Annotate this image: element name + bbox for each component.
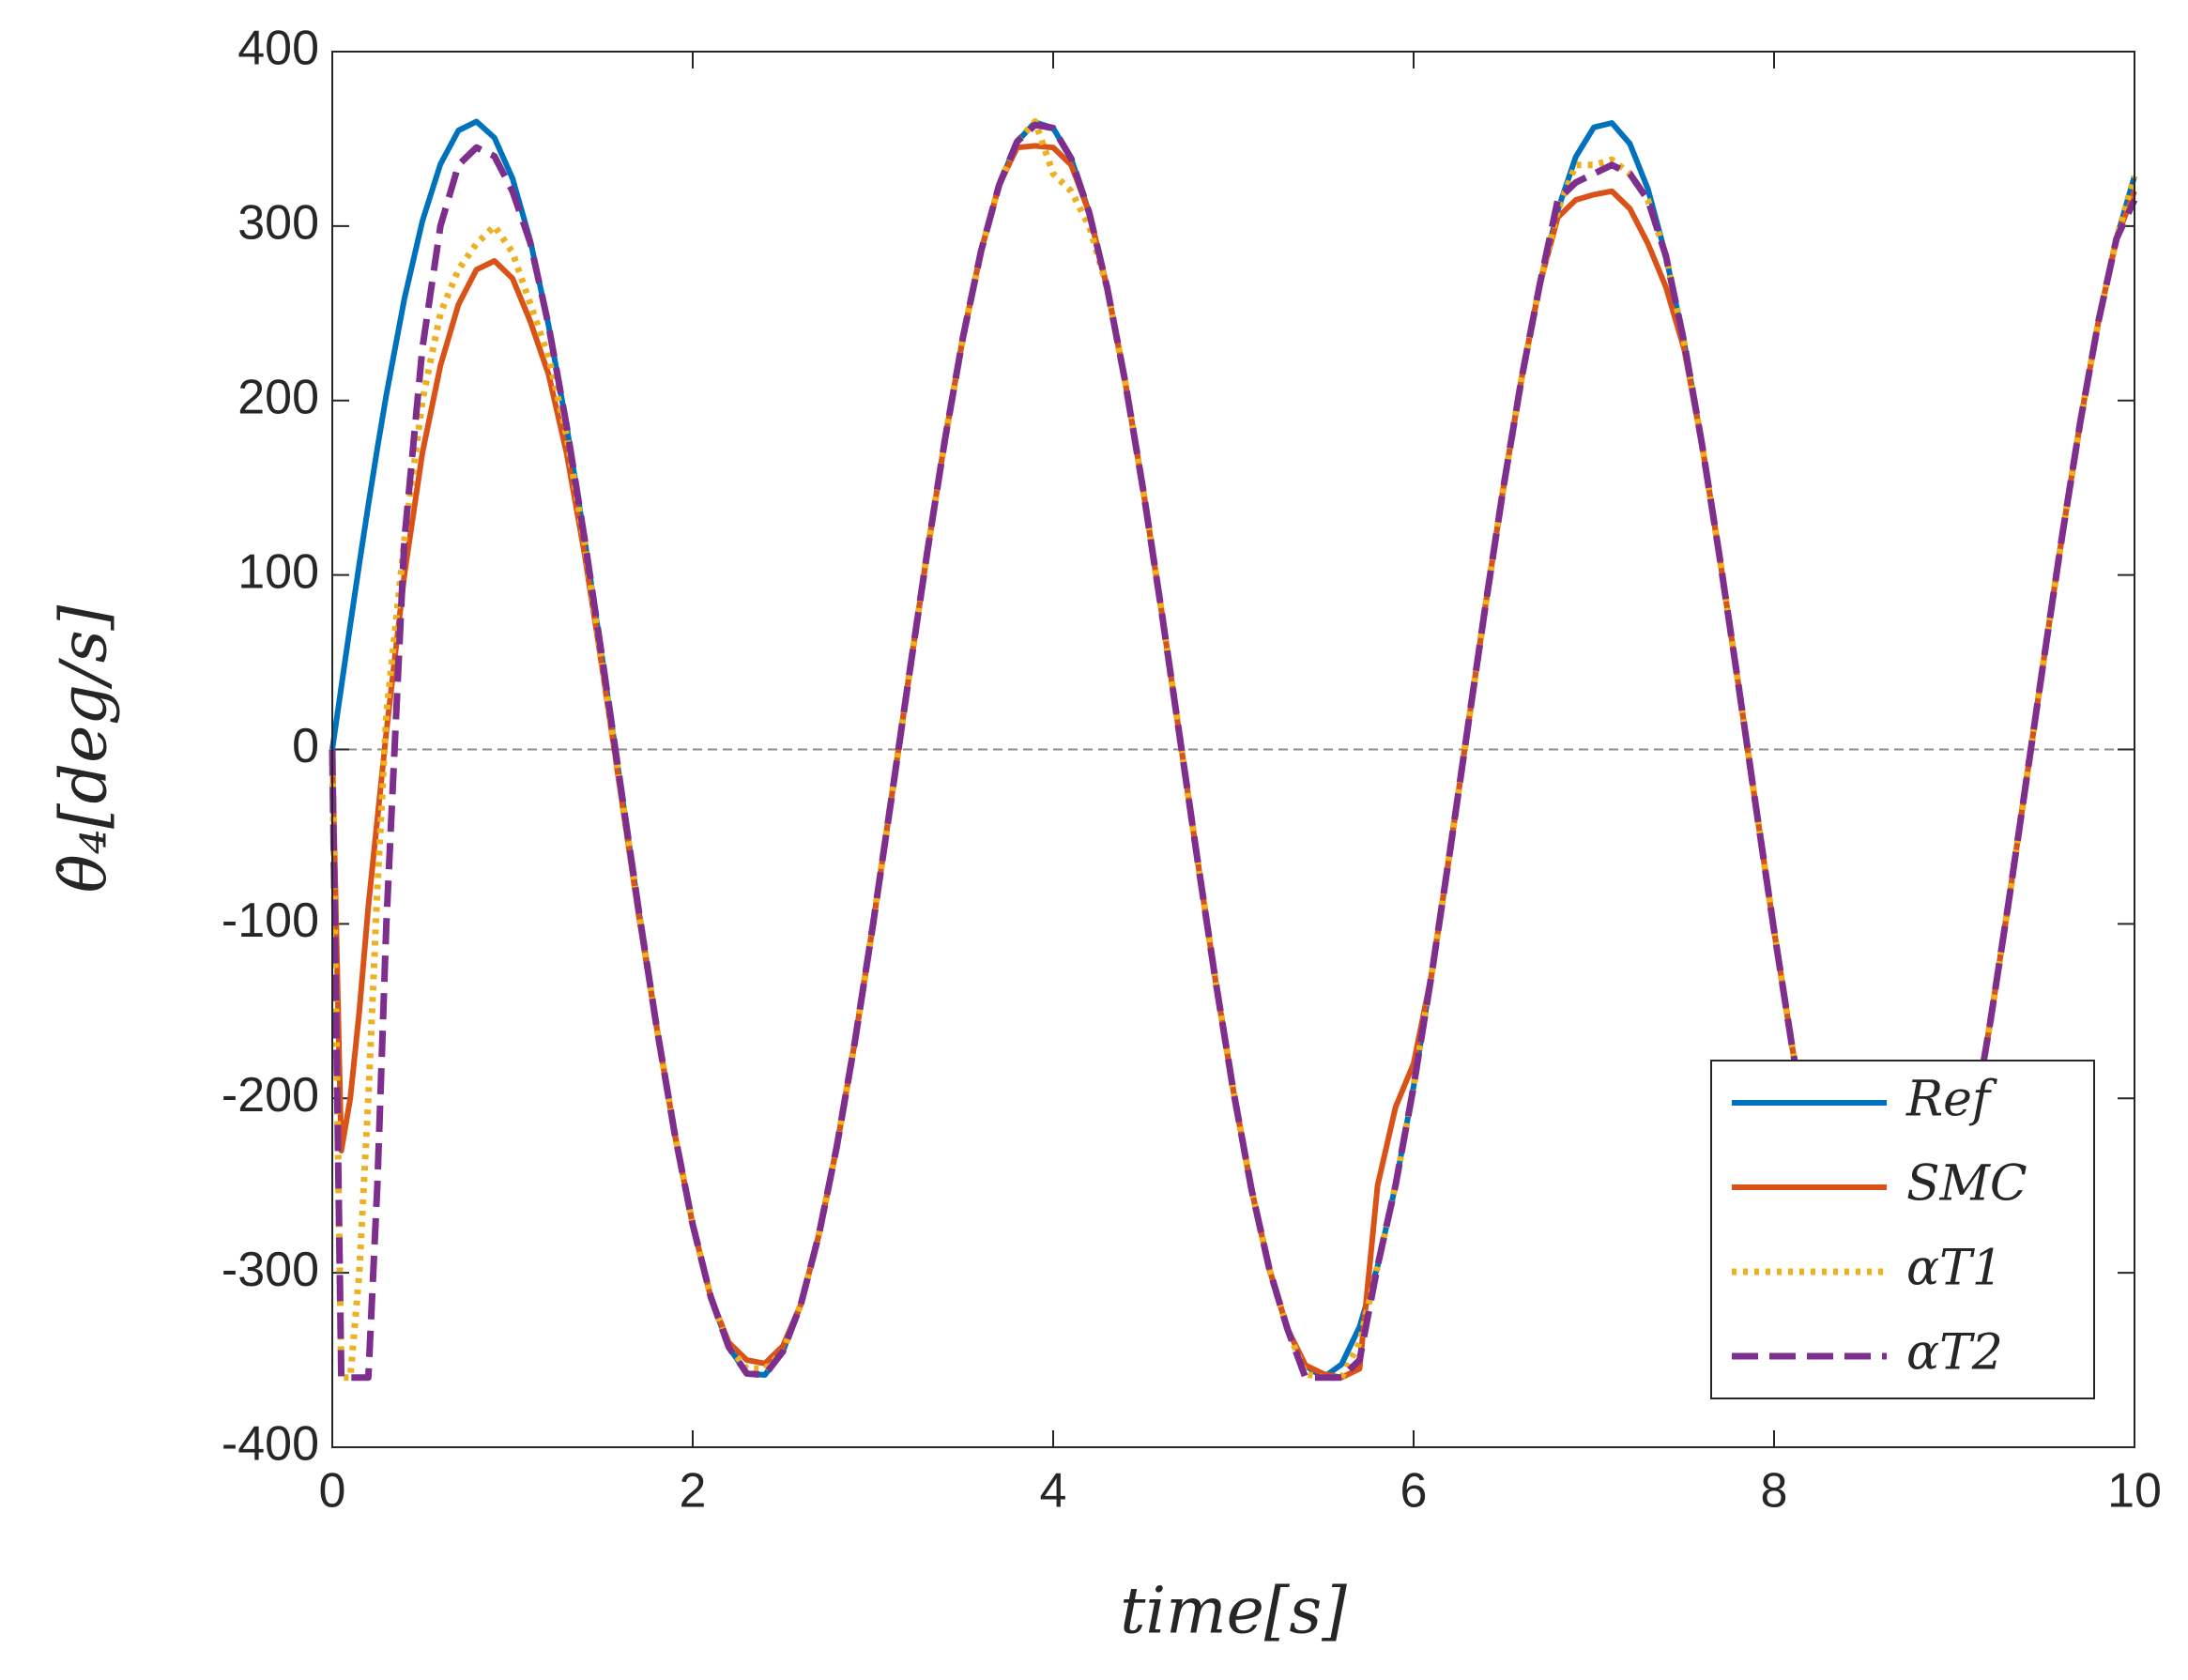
legend-box: [1710, 1060, 2095, 1399]
y-tick-label: -400: [222, 1417, 319, 1472]
x-tick-label: 2: [680, 1464, 707, 1519]
y-tick-label: -200: [222, 1068, 319, 1123]
y-tick-label: -100: [222, 893, 319, 948]
legend-label: Ref: [1905, 1072, 1997, 1128]
legend-label: αT2: [1906, 1325, 2003, 1382]
x-tick-label: 8: [1761, 1464, 1788, 1519]
plot-frame: [331, 51, 2135, 1448]
y-tick-label: 0: [292, 719, 319, 773]
y-tick-label: 200: [237, 370, 319, 424]
y-tick-label: 400: [237, 22, 319, 76]
x-axis-label: time[s]: [1120, 1575, 1347, 1649]
y-tick-label: 100: [237, 544, 319, 599]
x-tick-label: 4: [1040, 1464, 1067, 1519]
x-tick-label: 10: [2107, 1464, 2162, 1519]
y-tick-label: 300: [237, 196, 319, 251]
legend-label: SMC: [1906, 1156, 2027, 1213]
y-axis-label: θ̇₄[deg/s]: [48, 604, 122, 893]
legend-label: αT1: [1906, 1241, 2003, 1297]
x-tick-label: 0: [319, 1464, 346, 1519]
x-tick-label: 6: [1400, 1464, 1428, 1519]
y-tick-label: -300: [222, 1243, 319, 1297]
